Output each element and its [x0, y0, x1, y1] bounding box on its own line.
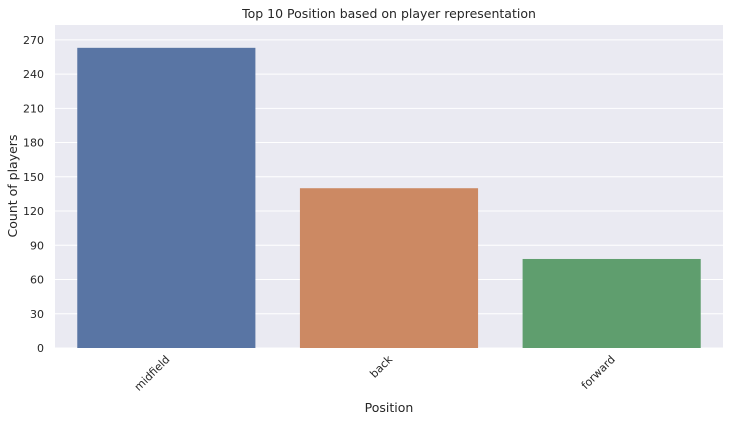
x-tick-label: back — [367, 352, 395, 380]
y-axis-label: Count of players — [5, 135, 20, 238]
x-tick-label: midfield — [132, 353, 173, 394]
y-tick-label: 270 — [23, 34, 44, 47]
y-tick-label: 210 — [23, 102, 44, 115]
y-tick-label: 60 — [30, 274, 44, 287]
y-tick-label: 30 — [30, 308, 44, 321]
bar-back — [299, 188, 479, 348]
y-tick-label: 240 — [23, 68, 44, 81]
x-axis-label: Position — [365, 400, 414, 415]
chart-title: Top 10 Position based on player represen… — [241, 6, 536, 21]
bar-forward — [522, 258, 701, 348]
bars — [77, 47, 701, 349]
y-tick-label: 180 — [23, 137, 44, 150]
bar-midfield — [77, 47, 256, 349]
y-tick-label: 120 — [23, 205, 44, 218]
x-axis-ticks: midfield back forward — [132, 352, 618, 393]
y-tick-label: 150 — [23, 171, 44, 184]
y-tick-label: 90 — [30, 239, 44, 252]
x-tick-label: forward — [579, 353, 618, 392]
y-tick-label: 0 — [37, 342, 44, 355]
y-axis-ticks: 0 30 60 90 120 150 180 210 240 270 — [23, 34, 44, 355]
